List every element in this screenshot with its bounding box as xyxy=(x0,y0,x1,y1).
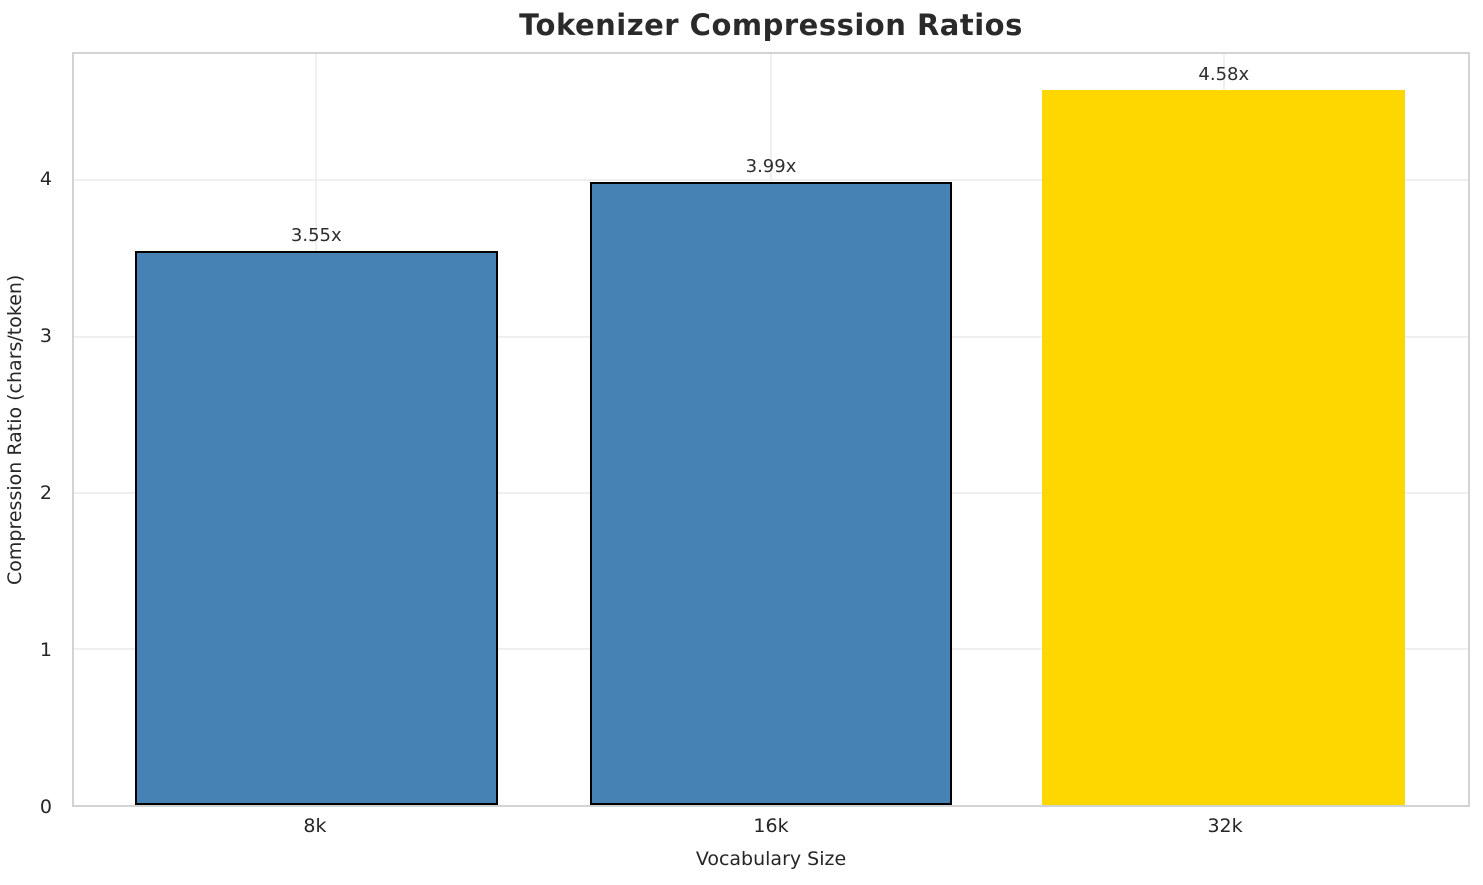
bar-32k xyxy=(1042,89,1406,805)
bar-8k xyxy=(134,250,498,805)
bar-value-label-16k: 3.99x xyxy=(745,155,797,177)
bar-16k xyxy=(589,182,953,805)
x-axis-label: Vocabulary Size xyxy=(695,848,847,870)
x-axis: 8k 16k 32k xyxy=(72,815,1470,843)
y-tick-label: 2 xyxy=(39,482,52,505)
bar-value-label-32k: 4.58x xyxy=(1198,63,1250,85)
bar-value-label-8k: 3.55x xyxy=(290,224,342,246)
plot-area: 3.55x 3.99x 4.58x xyxy=(72,52,1470,807)
x-tick-label-8k: 8k xyxy=(303,815,327,837)
y-axis: 0 1 2 3 4 xyxy=(0,52,62,818)
y-tick-label: 4 xyxy=(39,168,52,191)
y-tick-label: 3 xyxy=(39,325,52,348)
y-tick-label: 0 xyxy=(39,796,52,818)
x-tick-label-32k: 32k xyxy=(1207,815,1243,837)
y-tick-label: 1 xyxy=(39,639,52,662)
chart-title: Tokenizer Compression Ratios xyxy=(519,8,1023,42)
x-tick-label-16k: 16k xyxy=(753,815,789,837)
